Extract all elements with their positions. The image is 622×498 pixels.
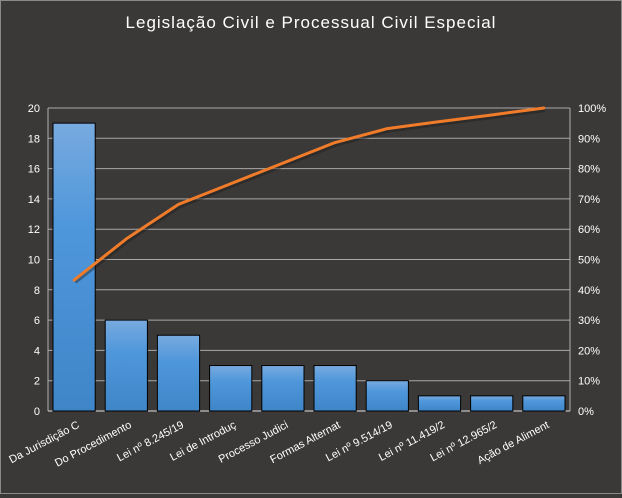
y2-tick-label: 40% (578, 285, 600, 297)
bar (210, 366, 252, 411)
bar (105, 320, 147, 411)
cumulative-line-shadow (75, 110, 545, 282)
bar (157, 335, 199, 411)
y2-tick-label: 10% (578, 376, 600, 388)
bar (366, 381, 408, 411)
y-tick-label: 0 (34, 406, 40, 418)
bar (314, 366, 356, 411)
y2-tick-label: 70% (578, 194, 600, 206)
y-tick-label: 12 (28, 224, 40, 236)
cumulative-line (74, 108, 544, 280)
y-tick-label: 8 (34, 285, 40, 297)
y-tick-label: 2 (34, 376, 40, 388)
y-tick-label: 16 (28, 164, 40, 176)
y-tick-label: 4 (34, 345, 40, 357)
y-tick-label: 10 (28, 255, 40, 267)
y2-tick-label: 90% (578, 133, 600, 145)
y2-tick-label: 100% (578, 103, 606, 115)
bar (262, 366, 304, 411)
y-tick-label: 6 (34, 315, 40, 327)
bar (418, 396, 460, 411)
y2-tick-label: 50% (578, 255, 600, 267)
chart-title: Legislação Civil e Processual Civil Espe… (126, 13, 497, 32)
y2-tick-label: 0% (578, 406, 594, 418)
bar (523, 396, 565, 411)
y2-tick-label: 80% (578, 164, 600, 176)
y2-tick-label: 20% (578, 345, 600, 357)
y2-tick-label: 30% (578, 315, 600, 327)
y2-tick-label: 60% (578, 224, 600, 236)
bar (471, 396, 513, 411)
y-tick-label: 18 (28, 133, 40, 145)
y-tick-label: 14 (28, 194, 40, 206)
y-tick-label: 20 (28, 103, 40, 115)
